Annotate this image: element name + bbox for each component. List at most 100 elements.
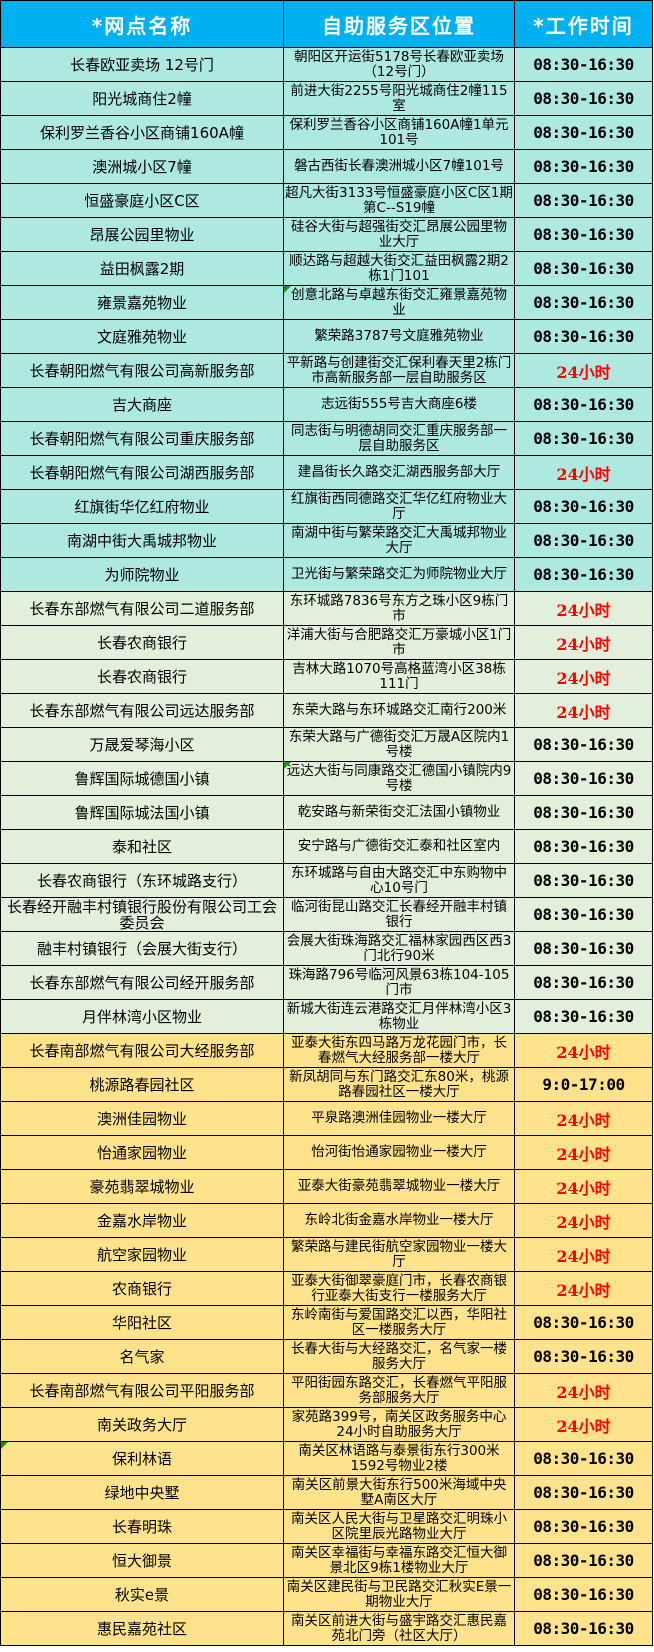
table-row: 澳洲城小区7幢 磐古西街长春澳洲城小区7幢101号 08:30-16:30 [0,149,653,184]
cell-work-hours: 24小时 [514,1373,653,1408]
cell-site-name: 澳洲佳园物业 [0,1101,284,1136]
work-hours-value: 08:30-16:30 [533,1585,634,1604]
work-hours-value: 08:30-16:30 [533,1007,634,1026]
cell-location: 志远街555号吉大商座6楼 [283,387,515,422]
cell-work-hours: 08:30-16:30 [514,251,653,286]
table-row: 红旗街华亿红府物业 红旗街西同德路交汇华亿红府物业大厅 08:30-16:30 [0,489,653,524]
cell-work-hours: 08:30-16:30 [514,1611,653,1646]
cell-site-name: 怡通家园物业 [0,1135,284,1170]
work-hours-value: 08:30-16:30 [533,1449,634,1468]
cell-site-name: 长春农商银行 [0,659,284,694]
cell-work-hours: 08:30-16:30 [514,1339,653,1374]
cell-work-hours: 08:30-16:30 [514,81,653,116]
cell-site-name: 长春朝阳燃气有限公司重庆服务部 [0,421,284,456]
cell-site-name: 名气家 [0,1339,284,1374]
table-body: 长春欧亚卖场 12号门 朝阳区开运街5178号长春欧亚卖场（12号门） 08:30-… [0,47,653,1646]
col-header-site-name: *网点名称 [0,0,284,48]
cell-site-name: 恒大御景 [0,1543,284,1578]
cell-work-hours: 24小时 [514,1271,653,1306]
cell-location: 超凡大街3133号恒盛豪庭小区C区1期第C--S19幢 [283,183,515,218]
table-row: 吉大商座 志远街555号吉大商座6楼 08:30-16:30 [0,387,653,422]
cell-work-hours: 08:30-16:30 [514,47,653,82]
cell-location: 硅谷大街与超强街交汇昂展公园里物业大厅 [283,217,515,252]
table-row: 长春农商银行（东环城路支行） 东环城路与自由大路交汇中东购物中心10号门 08:30… [0,863,653,898]
cell-work-hours: 08:30-16:30 [514,829,653,864]
cell-site-name: 昂展公园里物业 [0,217,284,252]
work-hours-value: 08:30-16:30 [533,565,634,584]
cell-work-hours: 08:30-16:30 [514,1509,653,1544]
work-hours-value: 24小时 [556,1042,611,1062]
cell-site-name: 吉大商座 [0,387,284,422]
cell-site-name: 桃源路春园社区 [0,1067,284,1102]
cell-site-name: 长春农商银行 [0,625,284,660]
work-hours-value: 08:30-16:30 [533,837,634,856]
cell-work-hours: 08:30-16:30 [514,1441,653,1476]
cell-location: 新城大街连云港路交汇月伴林湾小区3栋物业 [283,999,515,1034]
cell-site-name: 长春南部燃气有限公司大经服务部 [0,1033,284,1068]
table-row: 长春经开融丰村镇银行股份有限公司工会委员会 临河街昆山路交汇长春经开融丰村镇银行 0… [0,897,653,932]
work-hours-value: 08:30-16:30 [533,769,634,788]
table-row: 鲁辉国际城德国小镇 远达大街与同康路交汇德国小镇院内9号楼 08:30-16:30 [0,761,653,796]
table-row: 澳洲佳园物业 平泉路澳洲佳园物业一楼大厅 24小时 [0,1101,653,1136]
table-header: *网点名称 自助服务区位置 *工作时间 [0,0,653,48]
work-hours-value: 24小时 [556,362,611,382]
work-hours-value: 08:30-16:30 [533,191,634,210]
cell-work-hours: 08:30-16:30 [514,387,653,422]
table-row: 桃源路春园社区 新凤胡同与东门路交汇东80米，桃源路春园社区一楼大厅 9:0-17:… [0,1067,653,1102]
table-row: 华阳社区 东岭南街与爱国路交汇以西，华阳社区一楼服务大厅 08:30-16:30 [0,1305,653,1340]
cell-location: 南关区前进大街与盛宇路交汇惠民嘉苑北门旁（社区大厅） [283,1611,515,1646]
cell-site-name: 南湖中街大禹城邦物业 [0,523,284,558]
cell-site-name: 保利林语 [0,1441,284,1476]
cell-work-hours: 24小时 [514,1135,653,1170]
cell-work-hours: 24小时 [514,693,653,728]
table-row: 惠民嘉苑社区 南关区前进大街与盛宇路交汇惠民嘉苑北门旁（社区大厅） 08:30-16… [0,1611,653,1646]
work-hours-value: 08:30-16:30 [533,905,634,924]
cell-location: 前进大街2255号阳光城商住2幢115室 [283,81,515,116]
work-hours-value: 24小时 [556,702,611,722]
cell-work-hours: 24小时 [514,659,653,694]
cell-location: 新凤胡同与东门路交汇东80米，桃源路春园社区一楼大厅 [283,1067,515,1102]
cell-work-hours: 08:30-16:30 [514,897,653,932]
work-hours-value: 08:30-16:30 [533,395,634,414]
cell-work-hours: 24小时 [514,1169,653,1204]
table-row: 长春农商银行 吉林大路1070号高格蓝湾小区38栋111门 24小时 [0,659,653,694]
cell-work-hours: 08:30-16:30 [514,557,653,592]
cell-work-hours: 08:30-16:30 [514,999,653,1034]
cell-site-name: 澳洲城小区7幢 [0,149,284,184]
work-hours-value: 08:30-16:30 [533,123,634,142]
table-row: 长春朝阳燃气有限公司重庆服务部 同志街与明德胡同交汇重庆服务部一层自助服务区 08:… [0,421,653,456]
work-hours-value: 08:30-16:30 [533,1619,634,1638]
cell-work-hours: 9:0-17:00 [514,1067,653,1102]
work-hours-value: 08:30-16:30 [533,55,634,74]
cell-site-name: 月伴林湾小区物业 [0,999,284,1034]
work-hours-value: 24小时 [556,1144,611,1164]
cell-work-hours: 08:30-16:30 [514,1577,653,1612]
cell-work-hours: 24小时 [514,1237,653,1272]
work-hours-value: 08:30-16:30 [533,1313,634,1332]
cell-location: 东环城路与自由大路交汇中东购物中心10号门 [283,863,515,898]
cell-location: 创意北路与卓越东街交汇雍景嘉苑物业 [283,285,515,320]
cell-work-hours: 08:30-16:30 [514,421,653,456]
cell-location: 怡河街怡通家园物业一楼大厅 [283,1135,515,1170]
work-hours-value: 24小时 [556,1416,611,1436]
table-row: 南关政务大厅 家苑路399号，南关区政务服务中心24小时自助服务大厅 24小时 [0,1407,653,1442]
cell-location: 平新路与创建街交汇保利春天里2栋门市高新服务部一层自助服务区 [283,353,515,388]
table-row: 秋实e景 南关区建民街与卫民路交汇秋实E景一期物业大厅 08:30-16:30 [0,1577,653,1612]
cell-location: 远达大街与同康路交汇德国小镇院内9号楼 [283,761,515,796]
cell-location: 吉林大路1070号高格蓝湾小区38栋111门 [283,659,515,694]
cell-location: 繁荣路与建民街航空家园物业一楼大厅 [283,1237,515,1272]
work-hours-value: 24小时 [556,600,611,620]
cell-site-name: 长春明珠 [0,1509,284,1544]
cell-location: 南关区建民街与卫民路交汇秋实E景一期物业大厅 [283,1577,515,1612]
cell-location: 平阳街园东路交汇，长春燃气平阳服务部服务大厅 [283,1373,515,1408]
table-row: 文庭雅苑物业 繁荣路3787号文庭雅苑物业 08:30-16:30 [0,319,653,354]
work-hours-value: 08:30-16:30 [533,871,634,890]
table-row: 万晟爱琴海小区 东荣大路与广德街交汇万晟A区院内1号楼 08:30-16:30 [0,727,653,762]
table-row: 益田枫露2期 顺达路与超越大街交汇益田枫露2期2栋1门101 08:30-16:30 [0,251,653,286]
cell-site-name: 长春欧亚卖场 12号门 [0,47,284,82]
table-row: 绿地中央墅 南关区前景大街东行500米海域中央墅A南区大厅 08:30-16:30 [0,1475,653,1510]
cell-location: 南湖中街与繁荣路交汇大禹城邦物业大厅 [283,523,515,558]
cell-work-hours: 08:30-16:30 [514,319,653,354]
cell-site-name: 红旗街华亿红府物业 [0,489,284,524]
table-row: 长春明珠 南关区人民大街与卫星路交汇明珠小区院里辰光路物业大厅 08:30-16:3… [0,1509,653,1544]
